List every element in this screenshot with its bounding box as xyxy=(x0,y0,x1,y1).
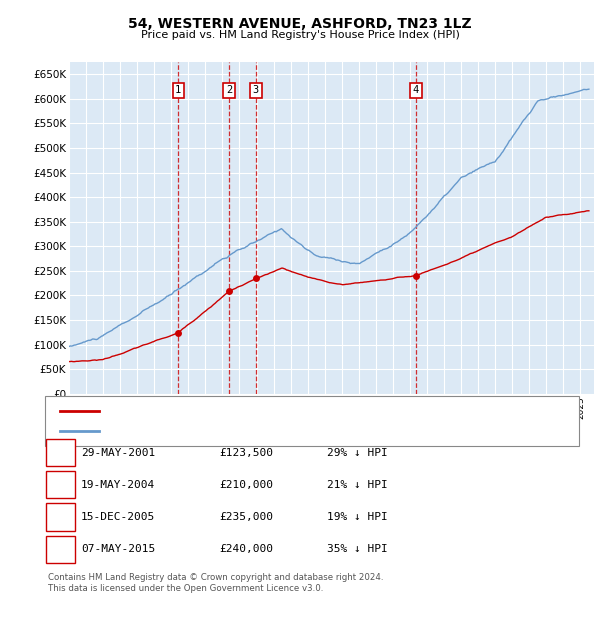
Text: 3: 3 xyxy=(57,512,64,522)
Text: £210,000: £210,000 xyxy=(219,480,273,490)
Text: 1: 1 xyxy=(57,448,64,458)
Text: 54, WESTERN AVENUE, ASHFORD, TN23 1LZ: 54, WESTERN AVENUE, ASHFORD, TN23 1LZ xyxy=(128,17,472,31)
Text: 54, WESTERN AVENUE, ASHFORD, TN23 1LZ (detached house): 54, WESTERN AVENUE, ASHFORD, TN23 1LZ (d… xyxy=(105,406,430,416)
Text: 19-MAY-2004: 19-MAY-2004 xyxy=(81,480,155,490)
Text: Contains HM Land Registry data © Crown copyright and database right 2024.: Contains HM Land Registry data © Crown c… xyxy=(48,572,383,582)
Text: 1: 1 xyxy=(175,85,181,95)
Text: Price paid vs. HM Land Registry's House Price Index (HPI): Price paid vs. HM Land Registry's House … xyxy=(140,30,460,40)
Text: 35% ↓ HPI: 35% ↓ HPI xyxy=(327,544,388,554)
Text: HPI: Average price, detached house, Ashford: HPI: Average price, detached house, Ashf… xyxy=(105,426,338,436)
Text: 4: 4 xyxy=(57,544,64,554)
Text: This data is licensed under the Open Government Licence v3.0.: This data is licensed under the Open Gov… xyxy=(48,583,323,593)
Text: 29-MAY-2001: 29-MAY-2001 xyxy=(81,448,155,458)
Text: £123,500: £123,500 xyxy=(219,448,273,458)
Text: 3: 3 xyxy=(253,85,259,95)
Text: 4: 4 xyxy=(413,85,419,95)
Text: 2: 2 xyxy=(57,480,64,490)
Text: 15-DEC-2005: 15-DEC-2005 xyxy=(81,512,155,522)
Text: 21% ↓ HPI: 21% ↓ HPI xyxy=(327,480,388,490)
Text: 07-MAY-2015: 07-MAY-2015 xyxy=(81,544,155,554)
Text: £235,000: £235,000 xyxy=(219,512,273,522)
Text: 29% ↓ HPI: 29% ↓ HPI xyxy=(327,448,388,458)
Text: £240,000: £240,000 xyxy=(219,544,273,554)
Text: 2: 2 xyxy=(226,85,232,95)
Text: 19% ↓ HPI: 19% ↓ HPI xyxy=(327,512,388,522)
